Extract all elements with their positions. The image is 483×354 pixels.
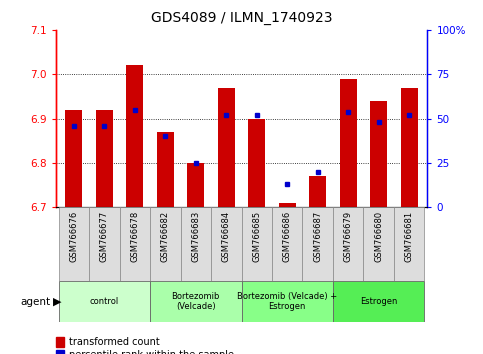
Bar [279,203,296,207]
Text: GSM766682: GSM766682 [161,211,170,262]
Text: transformed count: transformed count [69,337,160,347]
Bar [218,88,235,207]
Text: agent: agent [21,297,51,307]
Text: GSM766687: GSM766687 [313,211,322,262]
Text: ▶: ▶ [53,297,62,307]
Bar [333,207,363,281]
Bar [58,207,89,281]
Bar [96,110,113,207]
Text: GSM766677: GSM766677 [100,211,109,262]
Text: GSM766680: GSM766680 [374,211,383,262]
Text: GDS4089 / ILMN_1740923: GDS4089 / ILMN_1740923 [151,11,332,25]
Text: control: control [90,297,119,306]
Bar [187,163,204,207]
Bar [370,101,387,207]
Bar [401,88,417,207]
Bar [181,207,211,281]
Bar [248,119,265,207]
Bar [211,207,242,281]
Text: GSM766681: GSM766681 [405,211,413,262]
Bar [363,207,394,281]
Bar [272,207,302,281]
Bar [120,207,150,281]
Bar [58,281,150,322]
Bar [242,207,272,281]
Text: GSM766683: GSM766683 [191,211,200,262]
Bar [333,281,425,322]
Bar [302,207,333,281]
Text: Estrogen: Estrogen [360,297,398,306]
Text: GSM766676: GSM766676 [70,211,78,262]
Bar [394,207,425,281]
Text: GSM766678: GSM766678 [130,211,139,262]
Bar [157,132,174,207]
Text: GSM766686: GSM766686 [283,211,292,262]
Text: percentile rank within the sample: percentile rank within the sample [69,350,234,354]
Text: Bortezomib (Velcade) +
Estrogen: Bortezomib (Velcade) + Estrogen [237,292,337,312]
Text: GSM766679: GSM766679 [344,211,353,262]
Bar [150,281,242,322]
Text: Bortezomib
(Velcade): Bortezomib (Velcade) [171,292,220,312]
Bar [89,207,120,281]
Bar [66,110,82,207]
Bar [150,207,181,281]
Text: GSM766685: GSM766685 [252,211,261,262]
Text: GSM766684: GSM766684 [222,211,231,262]
Bar [340,79,356,207]
Bar [127,65,143,207]
Bar [242,281,333,322]
Bar [309,176,326,207]
